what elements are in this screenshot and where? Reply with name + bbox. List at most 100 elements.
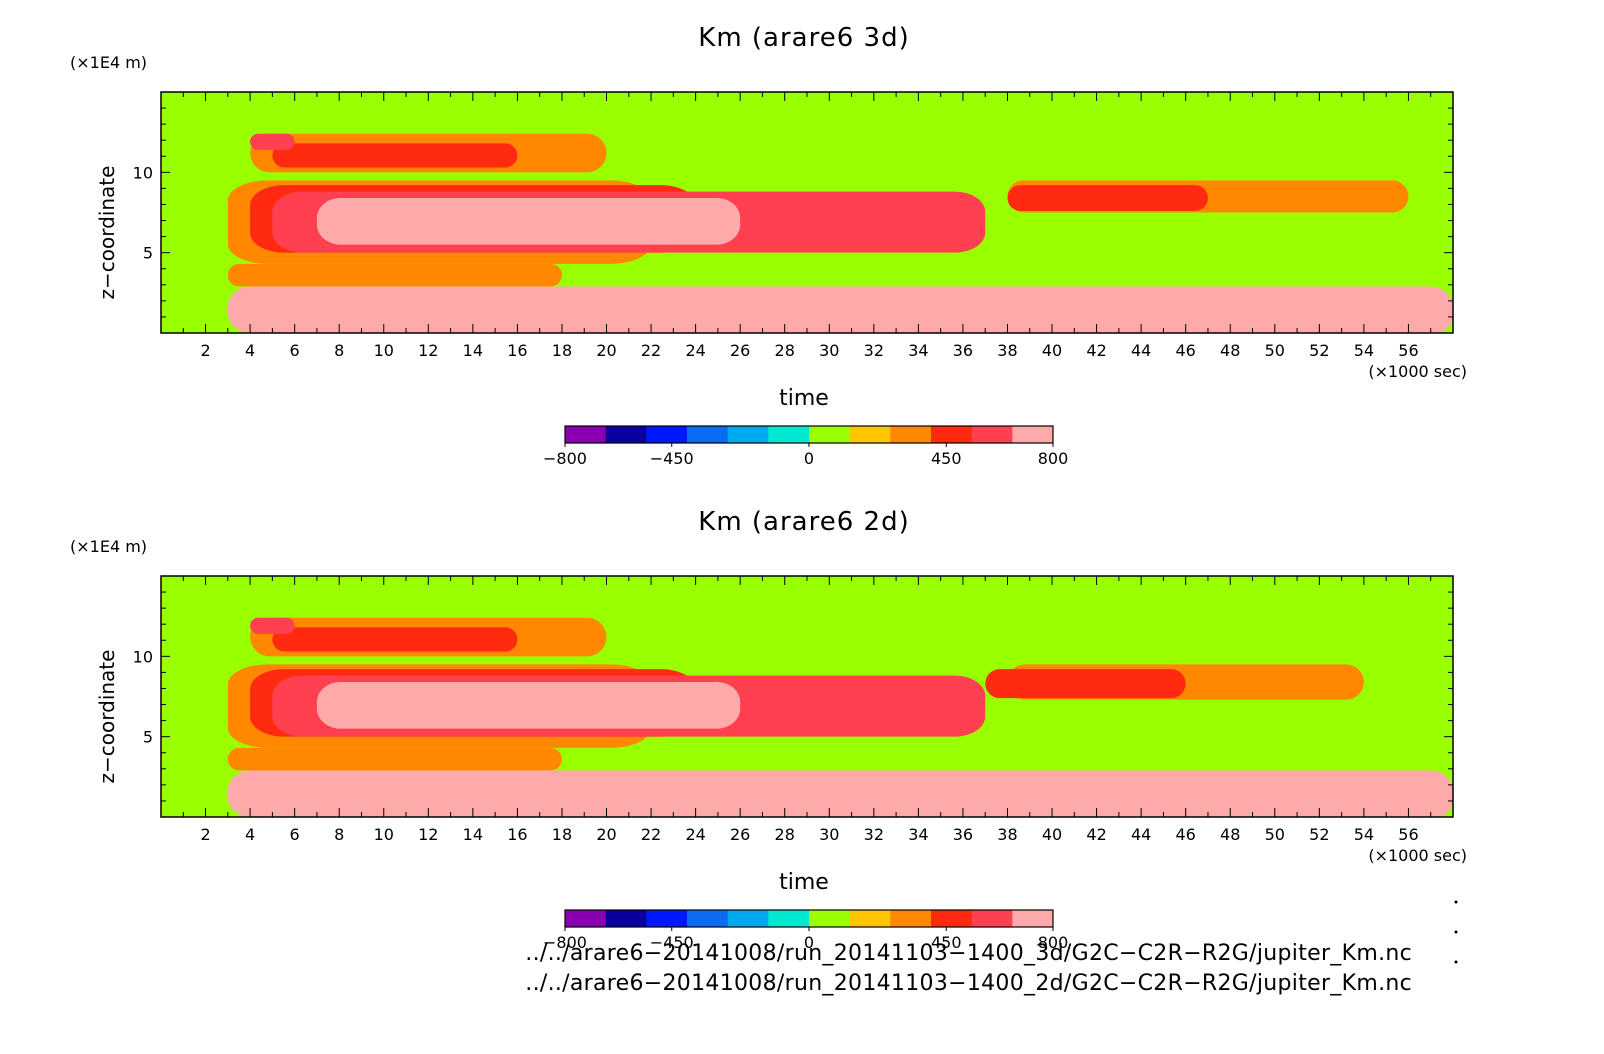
colorbar-swatch [890, 426, 932, 443]
x-tick-label: 34 [908, 825, 928, 844]
x-tick-label: 42 [1086, 825, 1106, 844]
x-axis-label: time [779, 386, 829, 411]
x-tick-label: 2 [200, 825, 210, 844]
y-tick-label: 5 [143, 728, 153, 747]
colorbar-swatch [727, 910, 769, 927]
colorbar-swatch [849, 910, 891, 927]
contour-region-9 [316, 682, 741, 729]
colorbar-swatch [890, 910, 932, 927]
colorbar-swatch [1012, 910, 1054, 927]
x-tick-label: 52 [1309, 341, 1329, 360]
colorbar-swatch [849, 426, 891, 443]
x-tick-label: 54 [1354, 825, 1374, 844]
x-tick-label: 38 [997, 825, 1017, 844]
x-tick-label: 28 [775, 341, 795, 360]
contour-region-9 [316, 198, 741, 245]
chart-title: Km (arare6 3d) [698, 23, 909, 53]
x-tick-label: 40 [1042, 341, 1062, 360]
x-tick-label: 48 [1220, 341, 1240, 360]
contour-region-3 [227, 263, 562, 287]
x-tick-label: 16 [507, 825, 527, 844]
colorbar-tick-label: −800 [543, 449, 587, 468]
colorbar-swatch [687, 910, 729, 927]
x-tick-label: 44 [1131, 341, 1151, 360]
x-tick-label: 30 [819, 825, 839, 844]
x-tick-label: 16 [507, 341, 527, 360]
x-tick-label: 18 [552, 341, 572, 360]
x-tick-label: 6 [290, 341, 300, 360]
colorbar-swatch [768, 910, 810, 927]
x-tick-label: 28 [775, 825, 795, 844]
x-tick-label: 12 [418, 341, 438, 360]
colorbar-swatch [687, 426, 729, 443]
x-tick-label: 20 [596, 341, 616, 360]
marker-dot [1454, 930, 1458, 934]
colorbar-swatch [1012, 426, 1054, 443]
colorbar-swatch [809, 426, 851, 443]
y-tick-label: 10 [133, 163, 153, 182]
x-tick-label: 8 [334, 341, 344, 360]
x-tick-label: 46 [1176, 341, 1196, 360]
x-tick-label: 4 [245, 341, 255, 360]
marker-dot [1454, 900, 1458, 904]
x-tick-label: 36 [953, 825, 973, 844]
colorbar-swatch [646, 426, 688, 443]
colorbar-swatch [565, 910, 607, 927]
x-tick-label: 20 [596, 825, 616, 844]
x-tick-label: 36 [953, 341, 973, 360]
x-tick-label: 44 [1131, 825, 1151, 844]
x-tick-label: 6 [290, 825, 300, 844]
x-tick-label: 4 [245, 825, 255, 844]
x-tick-label: 18 [552, 825, 572, 844]
x-tick-label: 30 [819, 341, 839, 360]
x-tick-label: 8 [334, 825, 344, 844]
contour-region-7 [1007, 185, 1208, 211]
x-tick-label: 10 [374, 825, 394, 844]
x-tick-label: 2 [200, 341, 210, 360]
x-tick-label: 50 [1265, 341, 1285, 360]
colorbar-tick-label: 800 [1038, 933, 1069, 952]
colorbar-swatch [931, 910, 973, 927]
x-tick-label: 56 [1398, 825, 1418, 844]
colorbar-tick-label: 450 [931, 449, 962, 468]
plot-area [161, 92, 1453, 333]
colorbar: −800 −450 0 450 800 [543, 909, 1069, 952]
colorbar-swatch [727, 426, 769, 443]
colorbar-swatch [565, 426, 607, 443]
chart-title: Km (arare6 2d) [698, 507, 909, 537]
colorbar-tick-label: 800 [1038, 449, 1069, 468]
colorbar-swatch [768, 426, 810, 443]
x-tick-label: 14 [463, 825, 483, 844]
x-tick-label: 56 [1398, 341, 1418, 360]
x-tick-label: 26 [730, 341, 750, 360]
contour-region-12 [250, 617, 295, 634]
colorbar-tick-label: 450 [931, 933, 962, 952]
x-tick-label: 38 [997, 341, 1017, 360]
x-unit-label: (×1000 sec) [1368, 362, 1467, 381]
x-tick-label: 42 [1086, 341, 1106, 360]
contour-region-3 [227, 747, 562, 771]
colorbar-swatch [605, 910, 647, 927]
colorbar: −800 −450 0 450 800 [543, 425, 1069, 468]
colorbar-tick-label: −450 [650, 933, 694, 952]
colorbar-tick-label: −450 [650, 449, 694, 468]
contour-region-11 [272, 627, 518, 652]
y-unit-label: (×1E4 m) [70, 537, 147, 556]
colorbar-swatch [646, 910, 688, 927]
x-tick-label: 46 [1176, 825, 1196, 844]
contour-region-7 [985, 669, 1186, 699]
y-axis-label: z−coordinate [95, 166, 119, 300]
y-unit-label: (×1E4 m) [70, 53, 147, 72]
x-tick-label: 26 [730, 825, 750, 844]
x-tick-label: 32 [864, 341, 884, 360]
contour-region-11 [272, 143, 518, 168]
chart-panel-2: 2 4 6 8 10 12 14 16 18 20 22 24 26 28 30 32 34 36 38 40 42 44… [70, 507, 1467, 952]
colorbar-swatch [605, 426, 647, 443]
colorbar-swatch [931, 426, 973, 443]
colorbar-tick-label: −800 [543, 933, 587, 952]
colorbar-swatch [809, 910, 851, 927]
x-tick-label: 22 [641, 341, 661, 360]
chart-panel-1: 2 4 6 8 10 12 14 16 18 20 22 24 26 28 30 32 34 36 38 40 42 44… [70, 23, 1467, 468]
colorbar-tick-label: 0 [804, 449, 814, 468]
